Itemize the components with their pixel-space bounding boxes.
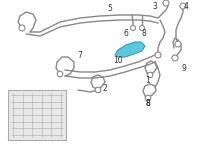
Text: 6: 6: [124, 29, 128, 37]
Circle shape: [145, 95, 151, 101]
Circle shape: [130, 25, 136, 30]
Text: 8: 8: [146, 98, 150, 107]
Text: 2: 2: [103, 83, 107, 92]
FancyBboxPatch shape: [8, 90, 66, 140]
Text: 8: 8: [142, 29, 146, 37]
Text: 10: 10: [113, 56, 123, 65]
Polygon shape: [115, 42, 145, 57]
Circle shape: [19, 25, 25, 31]
Text: 4: 4: [184, 1, 188, 10]
Text: 3: 3: [153, 1, 157, 10]
Circle shape: [155, 52, 161, 58]
Circle shape: [95, 87, 101, 93]
Circle shape: [172, 55, 178, 61]
Circle shape: [147, 72, 153, 78]
Circle shape: [175, 41, 181, 47]
Text: 8: 8: [146, 98, 150, 107]
Text: 9: 9: [182, 64, 186, 72]
Text: 7: 7: [78, 51, 82, 60]
Circle shape: [163, 0, 169, 6]
Circle shape: [57, 71, 63, 77]
Text: 1: 1: [146, 76, 150, 85]
Circle shape: [180, 3, 186, 9]
Text: 5: 5: [108, 4, 112, 12]
Circle shape: [140, 25, 144, 30]
